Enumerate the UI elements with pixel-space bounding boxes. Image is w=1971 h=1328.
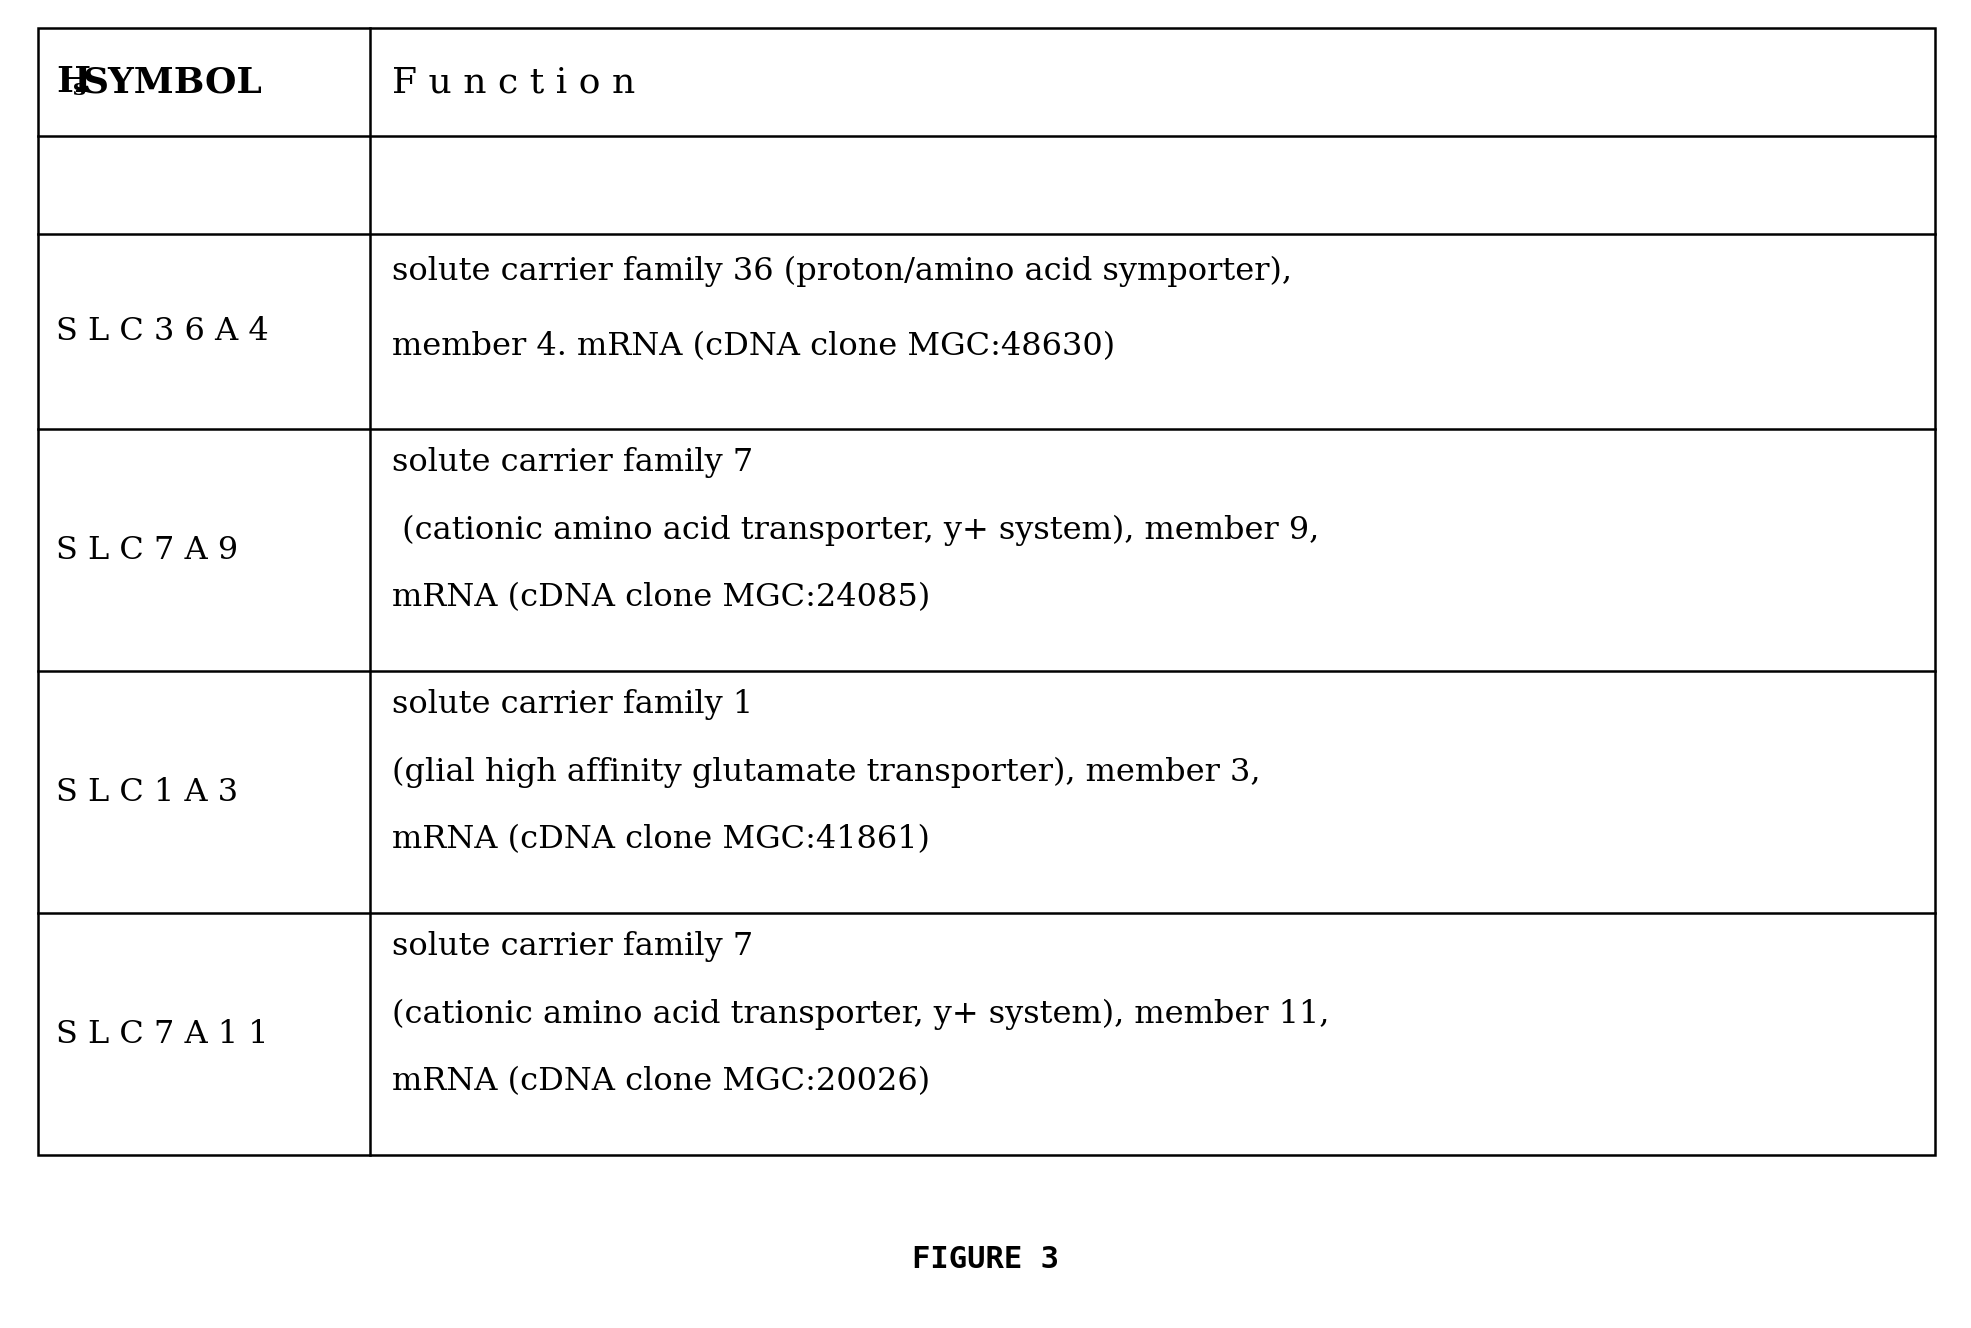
Bar <box>37 28 1936 1155</box>
Text: FIGURE 3: FIGURE 3 <box>913 1246 1058 1275</box>
Text: mRNA (cDNA clone MGC:24085): mRNA (cDNA clone MGC:24085) <box>392 582 930 612</box>
Text: solute carrier family 1: solute carrier family 1 <box>392 689 753 720</box>
Text: H: H <box>55 65 91 100</box>
Text: S L C 3 6 A 4: S L C 3 6 A 4 <box>55 316 268 347</box>
Text: solute carrier family 7: solute carrier family 7 <box>392 448 753 478</box>
Text: SYMBOL: SYMBOL <box>83 65 262 100</box>
Text: (glial high affinity glutamate transporter), member 3,: (glial high affinity glutamate transport… <box>392 757 1261 788</box>
Text: solute carrier family 36 (proton/amino acid symporter),: solute carrier family 36 (proton/amino a… <box>392 256 1291 287</box>
Text: S L C 7 A 9: S L C 7 A 9 <box>55 535 238 566</box>
Text: S L C 7 A 1 1: S L C 7 A 1 1 <box>55 1019 268 1049</box>
Text: member 4. mRNA (cDNA clone MGC:48630): member 4. mRNA (cDNA clone MGC:48630) <box>392 331 1116 363</box>
Text: S L C 1 A 3: S L C 1 A 3 <box>55 777 238 807</box>
Text: s: s <box>73 78 87 101</box>
Text: (cationic amino acid transporter, y+ system), member 11,: (cationic amino acid transporter, y+ sys… <box>392 999 1328 1029</box>
Text: mRNA (cDNA clone MGC:20026): mRNA (cDNA clone MGC:20026) <box>392 1065 930 1097</box>
Text: solute carrier family 7: solute carrier family 7 <box>392 931 753 963</box>
Text: F u n c t i o n: F u n c t i o n <box>392 65 635 100</box>
Text: mRNA (cDNA clone MGC:41861): mRNA (cDNA clone MGC:41861) <box>392 823 930 855</box>
Text: (cationic amino acid transporter, y+ system), member 9,: (cationic amino acid transporter, y+ sys… <box>392 514 1319 546</box>
